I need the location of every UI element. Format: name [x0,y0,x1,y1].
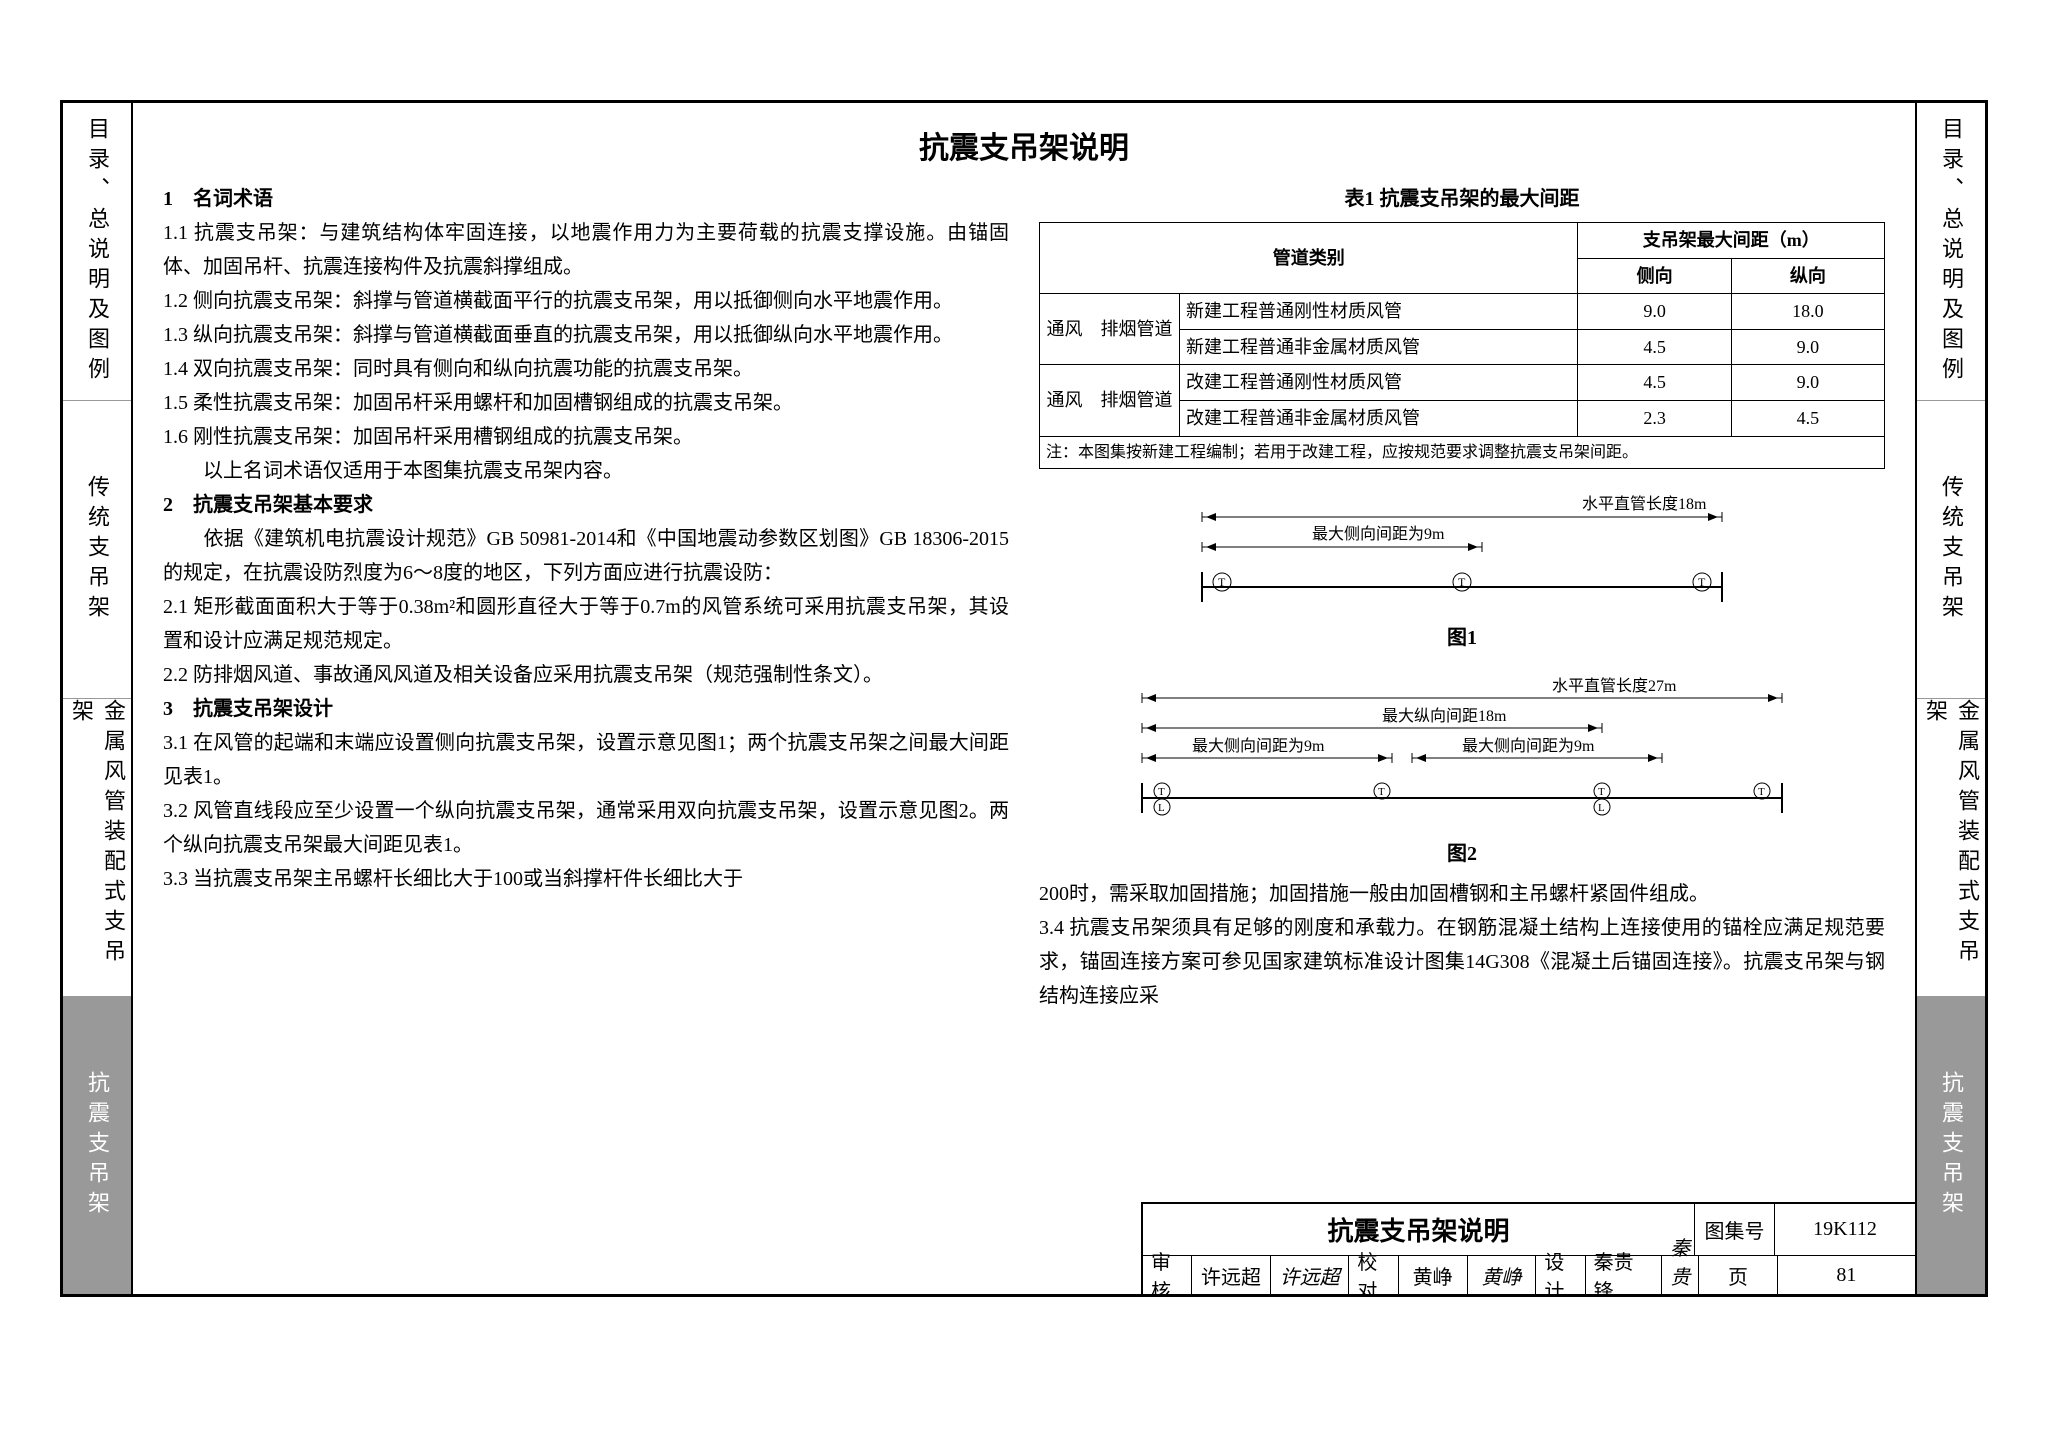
svg-text:T: T [1158,786,1165,798]
p31: 3.1 在风管的起端和末端应设置侧向抗震支吊架，设置示意见图1；两个抗震支吊架之… [163,726,1009,794]
p22: 2.1 矩形截面面积大于等于0.38m²和圆形直径大于等于0.7m的风管系统可采… [163,590,1009,658]
tab-metal-r: 金属风管装配式支吊架 [1917,699,1985,997]
fig1-markers: T T T [1213,573,1711,591]
left-column: 1 名词术语 1.1 抗震支吊架：与建筑结构体牢固连接，以地震作用力为主要荷载的… [163,182,1009,1183]
th-c2: 纵向 [1731,258,1884,294]
tab-toc-r: 目录、总说明及图例 [1917,103,1985,401]
fig1-mid: 最大侧向间距为9m [1312,525,1445,543]
footer-block: 抗震支吊架说明 图集号 19K112 审核 许远超 许远超 校对 黄峥 黄峥 设… [1141,1202,1915,1294]
svg-text:T: T [1598,786,1605,798]
design-label: 设计 [1536,1256,1585,1294]
td-r4c2: 4.5 [1731,400,1884,436]
td-r1d: 新建工程普通刚性材质风管 [1180,294,1578,330]
review-name: 许远超 [1192,1256,1271,1294]
review-label: 审核 [1143,1256,1192,1294]
s2-title: 2 抗震支吊架基本要求 [163,488,1009,522]
fig1-caption: 图1 [1039,621,1885,655]
design-name: 秦贵锋 [1586,1256,1663,1294]
fig2-svg: 水平直管长度27m 最大纵向间距18m 最大侧向间距为9m 最大侧向间距为9m [1122,673,1802,833]
fig1-top: 水平直管长度18m [1582,495,1707,513]
p14: 1.4 双向抗震支吊架：同时具有侧向和纵向抗震功能的抗震支吊架。 [163,352,1009,386]
svg-text:L: L [1158,802,1165,814]
p13: 1.3 纵向抗震支吊架：斜撑与管道横截面垂直的抗震支吊架，用以抵御纵向水平地震作… [163,318,1009,352]
fig1-svg: 水平直管长度18m 最大侧向间距为9m T T T [1182,487,1742,617]
td-r3d: 改建工程普通刚性材质风管 [1180,365,1578,401]
p21: 依据《建筑机电抗震设计规范》GB 50981-2014和《中国地震动参数区划图》… [163,522,1009,590]
td-g2: 通风 排烟管道 [1040,365,1180,436]
td-r4d: 改建工程普通非金属材质风管 [1180,400,1578,436]
fig2-r3r: 最大侧向间距为9m [1462,737,1595,755]
side-tabs-right: 目录、总说明及图例 传统支吊架 金属风管装配式支吊架 抗震支吊架 [1915,103,1985,1294]
tab-traditional: 传统支吊架 [63,401,131,699]
book-label: 图集号 [1695,1204,1775,1255]
svg-text:T: T [1378,786,1385,798]
fig2-caption: 图2 [1039,837,1885,871]
table1-note: 注：本图集按新建工程编制；若用于改建工程，应按规范要求调整抗震支吊架间距。 [1039,437,1885,469]
book-no: 19K112 [1775,1204,1915,1255]
tab-seismic-r: 抗震支吊架 [1917,997,1985,1294]
table1: 管道类别 支吊架最大间距（m） 侧向 纵向 通风 排烟管道 新建工程普通刚性材质… [1039,222,1885,437]
page-frame: 目录、总说明及图例 传统支吊架 金属风管装配式支吊架 抗震支吊架 抗震支吊架说明… [60,100,1988,1297]
tab-metal: 金属风管装配式支吊架 [63,699,131,997]
th-c1: 侧向 [1578,258,1731,294]
tab-seismic: 抗震支吊架 [63,997,131,1294]
td-r1c2: 18.0 [1731,294,1884,330]
fig2-r3l: 最大侧向间距为9m [1192,737,1325,755]
tab-traditional-r: 传统支吊架 [1917,401,1985,699]
s1-title: 1 名词术语 [163,182,1009,216]
th-span: 支吊架最大间距（m） [1578,223,1885,259]
check-label: 校对 [1349,1256,1398,1294]
page-title: 抗震支吊架说明 [163,123,1885,167]
svg-text:T: T [1758,786,1765,798]
fig2-top: 水平直管长度27m [1552,677,1677,695]
p11: 1.1 抗震支吊架：与建筑结构体牢固连接，以地震作用力为主要荷载的抗震支撑设施。… [163,216,1009,284]
td-r2c2: 9.0 [1731,329,1884,365]
th-cat: 管道类别 [1040,223,1578,294]
figure-1: 水平直管长度18m 最大侧向间距为9m T T T [1039,487,1885,617]
td-r3c2: 9.0 [1731,365,1884,401]
p15: 1.5 柔性抗震支吊架：加固吊杆采用螺杆和加固槽钢组成的抗震支吊架。 [163,386,1009,420]
review-sig: 许远超 [1271,1256,1350,1294]
td-r2c1: 4.5 [1578,329,1731,365]
p32: 3.2 风管直线段应至少设置一个纵向抗震支吊架，通常采用双向抗震支吊架，设置示意… [163,794,1009,862]
columns: 1 名词术语 1.1 抗震支吊架：与建筑结构体牢固连接，以地震作用力为主要荷载的… [163,182,1885,1183]
main-content: 抗震支吊架说明 1 名词术语 1.1 抗震支吊架：与建筑结构体牢固连接，以地震作… [133,103,1915,1294]
table1-title: 表1 抗震支吊架的最大间距 [1039,182,1885,216]
side-tabs-left: 目录、总说明及图例 传统支吊架 金属风管装配式支吊架 抗震支吊架 [63,103,133,1294]
p34b: 3.4 抗震支吊架须具有足够的刚度和承载力。在钢筋混凝土结构上连接使用的锚栓应满… [1039,911,1885,1013]
page-no: 81 [1778,1256,1915,1294]
tab-toc: 目录、总说明及图例 [63,103,131,401]
svg-text:T: T [1698,575,1706,589]
design-sig: 秦贵锋 [1662,1256,1699,1294]
check-sig: 黄峥 [1468,1256,1537,1294]
p16: 1.6 刚性抗震支吊架：加固吊杆采用槽钢组成的抗震支吊架。 [163,420,1009,454]
p12: 1.2 侧向抗震支吊架：斜撑与管道横截面平行的抗震支吊架，用以抵御侧向水平地震作… [163,284,1009,318]
right-column: 表1 抗震支吊架的最大间距 管道类别 支吊架最大间距（m） 侧向 纵向 通风 排… [1039,182,1885,1183]
svg-text:T: T [1218,575,1226,589]
td-r1c1: 9.0 [1578,294,1731,330]
td-r2d: 新建工程普通非金属材质风管 [1180,329,1578,365]
td-r3c1: 4.5 [1578,365,1731,401]
p17: 以上名词术语仅适用于本图集抗震支吊架内容。 [163,454,1009,488]
fig2-row2: 最大纵向间距18m [1382,707,1507,725]
check-name: 黄峥 [1399,1256,1468,1294]
page-label: 页 [1699,1256,1778,1294]
svg-text:T: T [1458,575,1466,589]
p23: 2.2 防排烟风道、事故通风风道及相关设备应采用抗震支吊架（规范强制性条文）。 [163,658,1009,692]
s3-title: 3 抗震支吊架设计 [163,692,1009,726]
td-g1: 通风 排烟管道 [1040,294,1180,365]
svg-text:L: L [1598,802,1605,814]
p33: 3.3 当抗震支吊架主吊螺杆长细比大于100或当斜撑杆件长细比大于 [163,862,1009,896]
td-r4c1: 2.3 [1578,400,1731,436]
figure-2: 水平直管长度27m 最大纵向间距18m 最大侧向间距为9m 最大侧向间距为9m [1039,673,1885,833]
p34a: 200时，需采取加固措施；加固措施一般由加固槽钢和主吊螺杆紧固件组成。 [1039,877,1885,911]
